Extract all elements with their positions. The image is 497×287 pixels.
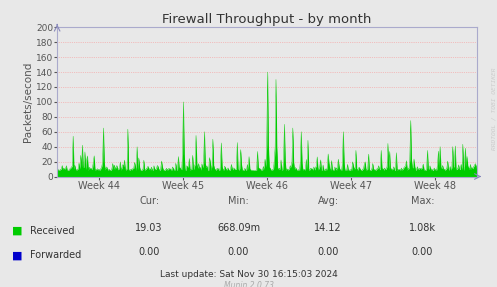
Text: 14.12: 14.12 (314, 223, 342, 233)
Text: Avg:: Avg: (318, 196, 338, 206)
Text: 0.00: 0.00 (412, 247, 433, 257)
Text: 0.00: 0.00 (317, 247, 339, 257)
Y-axis label: Packets/second: Packets/second (23, 62, 33, 142)
Text: ■: ■ (12, 251, 23, 260)
Text: 0.00: 0.00 (228, 247, 249, 257)
Text: Munin 2.0.73: Munin 2.0.73 (224, 282, 273, 287)
Text: Cur:: Cur: (139, 196, 159, 206)
Text: 668.09m: 668.09m (217, 223, 260, 233)
Text: Max:: Max: (411, 196, 434, 206)
Text: RRDTOOL / TOBI OETIKER: RRDTOOL / TOBI OETIKER (491, 68, 496, 150)
Text: Last update: Sat Nov 30 16:15:03 2024: Last update: Sat Nov 30 16:15:03 2024 (160, 270, 337, 279)
Text: Received: Received (30, 226, 75, 236)
Text: 0.00: 0.00 (138, 247, 160, 257)
Text: Min:: Min: (228, 196, 249, 206)
Text: 1.08k: 1.08k (409, 223, 436, 233)
Text: 19.03: 19.03 (135, 223, 163, 233)
Title: Firewall Throughput - by month: Firewall Throughput - by month (163, 13, 372, 26)
Text: Forwarded: Forwarded (30, 251, 81, 260)
Text: ■: ■ (12, 226, 23, 236)
